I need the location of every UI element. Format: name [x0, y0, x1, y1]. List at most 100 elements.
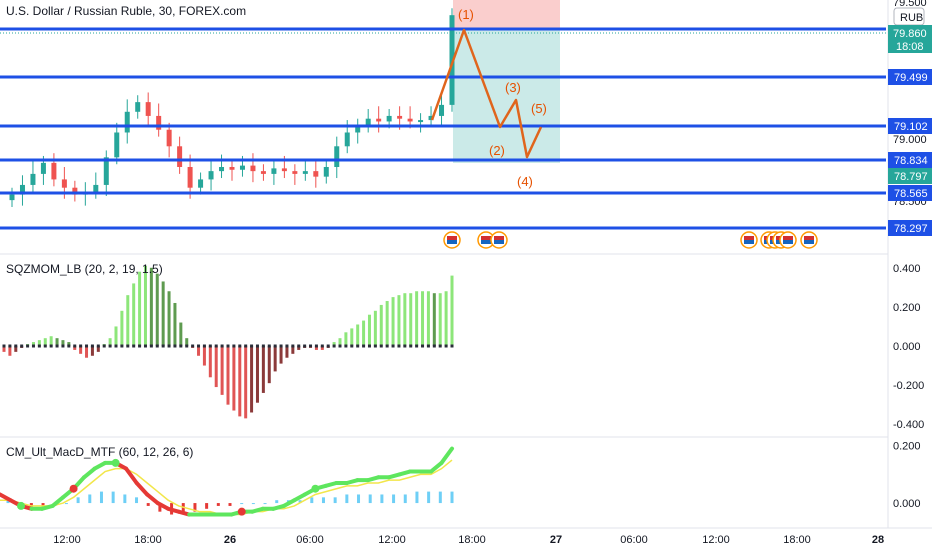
candle[interactable] [19, 184, 25, 195]
sqzmom-bar[interactable] [255, 346, 259, 403]
macd-histogram-bar[interactable] [310, 497, 314, 504]
sqzmom-bar[interactable] [49, 336, 53, 346]
candle[interactable] [386, 115, 392, 122]
sqzmom-bar[interactable] [73, 346, 77, 350]
candle[interactable] [334, 146, 340, 167]
candle[interactable] [103, 157, 109, 185]
sqzmom-bar[interactable] [2, 346, 6, 352]
candle[interactable] [376, 118, 382, 122]
macd-histogram-bar[interactable] [368, 494, 372, 504]
squeeze-momentum-pane[interactable] [2, 265, 454, 419]
candle[interactable] [271, 168, 277, 174]
sqzmom-bar[interactable] [250, 346, 254, 413]
sqzmom-bar[interactable] [114, 326, 118, 346]
candle[interactable] [229, 166, 235, 170]
sqzmom-bar[interactable] [297, 346, 301, 350]
sqzmom-bar[interactable] [208, 346, 212, 378]
candle[interactable] [365, 118, 371, 126]
sqzmom-bar[interactable] [238, 346, 242, 417]
sqzmom-bar[interactable] [55, 338, 59, 346]
macd-histogram-bar[interactable] [99, 491, 103, 504]
sqzmom-bar[interactable] [138, 271, 142, 346]
sqzmom-bar[interactable] [367, 314, 371, 346]
macd-histogram-bar[interactable] [205, 503, 209, 509]
macd-histogram-bar[interactable] [380, 494, 384, 504]
candle[interactable] [156, 115, 162, 130]
sqzmom-bar[interactable] [67, 342, 71, 346]
macd-histogram-bar[interactable] [76, 497, 80, 504]
sqzmom-bar[interactable] [450, 275, 454, 346]
sqzmom-bar[interactable] [167, 291, 171, 346]
candle[interactable] [93, 184, 99, 192]
sqzmom-bar[interactable] [421, 291, 425, 346]
sqzmom-bar[interactable] [291, 346, 295, 354]
candle[interactable] [313, 171, 319, 177]
sqzmom-bar[interactable] [232, 346, 236, 411]
price-pane[interactable]: (1) (2) (3) (4) (5) [0, 0, 886, 249]
candle[interactable] [344, 132, 350, 147]
sqzmom-bar[interactable] [37, 340, 41, 346]
macd-line-segment[interactable] [439, 446, 454, 465]
macd-histogram-bar[interactable] [275, 500, 279, 504]
candle[interactable] [302, 171, 308, 174]
sqzmom-bar[interactable] [273, 346, 277, 372]
macd-histogram-bar[interactable] [88, 494, 92, 504]
candle[interactable] [114, 132, 120, 158]
macd-line-segment[interactable] [124, 466, 139, 485]
macd-line-segment[interactable] [428, 460, 444, 474]
macd-histogram-bar[interactable] [216, 503, 220, 506]
macd-histogram-bar[interactable] [357, 494, 361, 504]
sqzmom-bar[interactable] [226, 346, 230, 405]
sqzmom-bar[interactable] [214, 346, 218, 388]
candle[interactable] [250, 165, 256, 172]
sqzmom-bar[interactable] [179, 322, 183, 346]
sqzmom-bar[interactable] [155, 273, 159, 346]
candle[interactable] [239, 165, 245, 170]
candle[interactable] [145, 102, 151, 116]
candle[interactable] [407, 118, 413, 122]
sqzmom-bar[interactable] [220, 346, 224, 395]
candle[interactable] [30, 173, 36, 185]
candle[interactable] [219, 166, 225, 172]
candle[interactable] [323, 166, 329, 177]
sqzmom-bar[interactable] [338, 338, 342, 346]
macd-histogram-bar[interactable] [193, 503, 197, 512]
candle[interactable] [292, 171, 298, 174]
macd-line-segment[interactable] [145, 492, 160, 506]
sqzmom-bar[interactable] [332, 342, 336, 346]
candle[interactable] [124, 111, 130, 133]
macd-histogram-bar[interactable] [181, 503, 185, 515]
macd-histogram-bar[interactable] [251, 503, 255, 505]
sqzmom-bar[interactable] [197, 346, 201, 356]
sqzmom-bar[interactable] [285, 346, 289, 358]
candle[interactable] [281, 168, 287, 172]
sqzmom-bar[interactable] [185, 338, 189, 346]
sqzmom-bar[interactable] [149, 267, 153, 346]
sqzmom-bar[interactable] [261, 346, 265, 393]
candle[interactable] [72, 187, 78, 195]
sqzmom-bar[interactable] [279, 346, 283, 364]
macd-histogram-bar[interactable] [415, 491, 419, 504]
sqzmom-bar[interactable] [397, 295, 401, 346]
sqzmom-bar[interactable] [320, 346, 324, 350]
macd-histogram-bar[interactable] [345, 494, 349, 504]
macd-axis[interactable]: 0.200 0.000 [893, 441, 921, 510]
sqzmom-bar[interactable] [385, 301, 389, 346]
sqzmom-bar[interactable] [120, 310, 124, 346]
candle[interactable] [9, 194, 15, 201]
sqzmom-bar[interactable] [244, 346, 248, 419]
sqzmom-bar[interactable] [432, 293, 436, 346]
macd-histogram-bar[interactable] [158, 503, 162, 512]
candle[interactable] [187, 166, 193, 188]
sqzmom-bar[interactable] [379, 304, 383, 346]
sqzmom-bar[interactable] [161, 281, 165, 346]
macd-histogram-bar[interactable] [427, 491, 431, 504]
macd-histogram-bar[interactable] [111, 491, 115, 504]
macd-line-segment[interactable] [134, 481, 150, 497]
sqzmom-bar[interactable] [61, 340, 65, 346]
macd-histogram-bar[interactable] [392, 494, 396, 504]
candle[interactable] [208, 171, 214, 180]
sqzmom-bar[interactable] [202, 346, 206, 366]
macd-signal-line[interactable] [0, 459, 453, 516]
